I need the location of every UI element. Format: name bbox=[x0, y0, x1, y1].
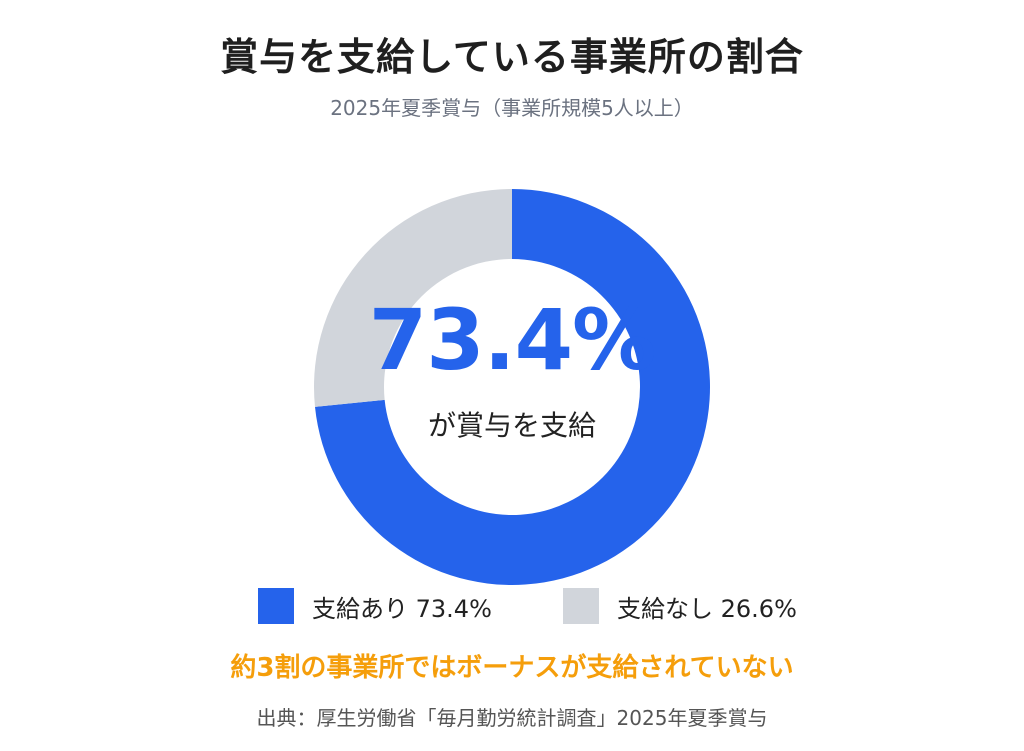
legend-item-unpaid: 支給なし 26.6% bbox=[563, 588, 797, 624]
center-percentage: 73.4% bbox=[368, 291, 656, 389]
center-label: が賞与を支給 bbox=[427, 409, 596, 442]
chart-title: 賞与を支給している事業所の割合 bbox=[220, 35, 804, 79]
donut-slice-unpaid bbox=[314, 189, 512, 407]
legend-item-paid: 支給あり 73.4% bbox=[258, 588, 492, 624]
donut-slices bbox=[314, 189, 710, 585]
legend-label-unpaid: 支給なし 26.6% bbox=[617, 594, 797, 623]
highlight-note: 約3割の事業所ではボーナスが支給されていない bbox=[230, 653, 794, 683]
legend-swatch-unpaid bbox=[563, 588, 599, 624]
source-citation: 出典：厚生労働省「毎月勤労統計調査」2025年夏季賞与 bbox=[256, 706, 768, 730]
donut-slice-paid bbox=[314, 189, 710, 585]
legend-label-paid: 支給あり 73.4% bbox=[312, 594, 492, 623]
legend-swatch-paid bbox=[258, 588, 294, 624]
chart-subtitle: 2025年夏季賞与（事業所規模5人以上） bbox=[330, 96, 694, 120]
